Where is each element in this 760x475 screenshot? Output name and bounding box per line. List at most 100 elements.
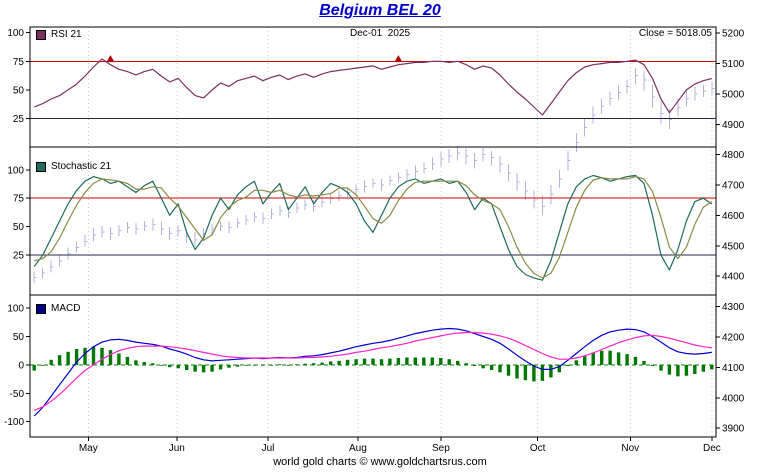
macd-histogram-bar bbox=[498, 364, 502, 373]
macd-histogram-bar bbox=[57, 355, 62, 365]
price-tick-label: 4900 bbox=[722, 120, 745, 131]
legend-macd: MACD bbox=[36, 303, 80, 314]
macd-histogram-bar bbox=[193, 364, 197, 372]
macd-histogram-bar bbox=[515, 364, 519, 379]
macd-histogram-bar bbox=[91, 346, 96, 365]
macd-histogram-bar bbox=[388, 358, 392, 365]
stochastic-swatch-icon bbox=[36, 161, 46, 172]
legend-macd-label: MACD bbox=[51, 303, 81, 314]
macd-histogram-bar bbox=[489, 364, 494, 370]
macd-histogram-bar bbox=[574, 360, 578, 365]
macd-histogram-bar bbox=[235, 364, 240, 367]
macd-histogram-bar bbox=[532, 364, 536, 382]
footer-caption: world gold charts © www.goldchartsrus.co… bbox=[273, 456, 487, 468]
date-label: Dec-01 2025 bbox=[349, 28, 411, 39]
month-label: Aug bbox=[349, 443, 367, 454]
macd-histogram-bar bbox=[557, 364, 561, 373]
signal-marker-icon bbox=[394, 55, 403, 63]
price-tick-label: 4600 bbox=[722, 211, 745, 222]
macd-histogram-bar bbox=[201, 364, 206, 373]
macd-histogram-bar bbox=[41, 364, 45, 366]
macd-histogram-bar bbox=[159, 364, 163, 366]
rsi-swatch-icon bbox=[36, 29, 46, 40]
legend-stochastic-label: Stochastic 21 bbox=[51, 161, 112, 172]
macd-histogram bbox=[32, 346, 714, 382]
macd-histogram-bar bbox=[329, 361, 333, 365]
macd-histogram-bar bbox=[676, 364, 680, 377]
panel-rsi bbox=[30, 55, 716, 119]
macd-histogram-bar bbox=[142, 362, 146, 365]
chart-frame bbox=[29, 26, 717, 438]
macd-histogram-bar bbox=[303, 363, 307, 365]
macd-histogram-bar bbox=[295, 364, 299, 366]
macd-y-tick-label: 50 bbox=[13, 332, 25, 343]
macd-histogram-bar bbox=[286, 364, 290, 366]
price-y-axis: 5200 5100 5000 4900 4800 4700 4600 4500 4400 4300… bbox=[716, 29, 745, 435]
macd-histogram-bar bbox=[354, 359, 358, 365]
stochastic-d bbox=[34, 176, 713, 279]
price-tick-label: 4000 bbox=[722, 393, 745, 404]
macd-histogram-bar bbox=[633, 356, 638, 365]
macd-histogram-bar bbox=[608, 350, 612, 365]
macd-histogram-bar bbox=[218, 364, 223, 370]
macd-histogram-bar bbox=[472, 364, 477, 366]
macd-signal bbox=[33, 331, 712, 411]
legend-stochastic: Stochastic 21 bbox=[36, 161, 111, 172]
macd-histogram-bar bbox=[371, 358, 375, 365]
macd-y-tick-label: 100 bbox=[7, 304, 24, 315]
price-tick-label: 4300 bbox=[722, 302, 745, 313]
macd-histogram-bar bbox=[481, 364, 485, 369]
price-tick-label: 5100 bbox=[722, 59, 745, 70]
macd-histogram-bar bbox=[100, 347, 104, 365]
price-tick-label: 5200 bbox=[722, 29, 745, 40]
page-title: Belgium BEL 20 bbox=[319, 2, 441, 19]
price-tick-label: 4800 bbox=[722, 150, 745, 161]
macd-histogram-bar bbox=[269, 364, 274, 366]
stochastic-y-tick-label: 100 bbox=[7, 165, 24, 176]
price-bars bbox=[33, 68, 715, 283]
stochastic-y-tick-label: 50 bbox=[13, 222, 25, 233]
panel-macd bbox=[30, 327, 716, 417]
rsi-21 bbox=[33, 58, 712, 116]
macd-histogram-bar bbox=[701, 364, 705, 372]
legend-rsi: RSI 21 bbox=[36, 29, 82, 40]
macd-histogram-bar bbox=[456, 360, 460, 365]
stochastic-k bbox=[33, 174, 713, 281]
price-tick-label: 5000 bbox=[722, 89, 745, 100]
macd-histogram-bar bbox=[430, 357, 434, 365]
macd-histogram-bar bbox=[540, 364, 545, 381]
macd-histogram-bar bbox=[464, 363, 468, 365]
macd-histogram-bar bbox=[32, 364, 36, 371]
macd-histogram-bar bbox=[312, 363, 316, 365]
legend-rsi-label: RSI 21 bbox=[51, 29, 82, 40]
price-tick-label: 4500 bbox=[722, 241, 745, 252]
macd-histogram-bar bbox=[616, 352, 621, 365]
stochastic-y-tick-label: 75 bbox=[13, 194, 25, 205]
price-tick-label: 4700 bbox=[722, 181, 745, 192]
macd-histogram-bar bbox=[320, 362, 324, 365]
rsi-y-tick-label: 50 bbox=[13, 85, 25, 96]
price-tick-label: 4200 bbox=[722, 333, 745, 344]
month-label: Jul bbox=[262, 443, 275, 454]
rsi-y-tick-label: 25 bbox=[13, 114, 25, 125]
close-label: Close = 5018.05 bbox=[638, 28, 712, 39]
rsi-y-tick-label: 75 bbox=[13, 57, 25, 68]
macd-y-tick-label: -100 bbox=[4, 417, 24, 428]
x-axis: May Jun Jul Aug Sep Oct Nov Dec bbox=[79, 437, 721, 454]
macd-histogram-bar bbox=[439, 358, 443, 365]
macd-histogram-bar bbox=[693, 364, 697, 374]
macd-histogram-bar bbox=[625, 354, 629, 365]
macd-histogram-bar bbox=[642, 360, 646, 365]
macd-histogram-bar bbox=[83, 347, 87, 365]
macd-y-axis: 100 50 0 -50 -100 bbox=[4, 304, 30, 428]
macd-histogram-bar bbox=[66, 351, 70, 365]
rsi-y-axis: 100 75 50 25 bbox=[7, 28, 30, 125]
macd-histogram-bar bbox=[523, 364, 528, 381]
macd-histogram-bar bbox=[337, 360, 341, 365]
macd-histogram-bar bbox=[210, 364, 214, 372]
macd-histogram-bar bbox=[549, 364, 553, 378]
macd-line bbox=[33, 327, 712, 417]
macd-histogram-bar bbox=[244, 364, 248, 366]
signal-marker-icon bbox=[106, 55, 115, 63]
